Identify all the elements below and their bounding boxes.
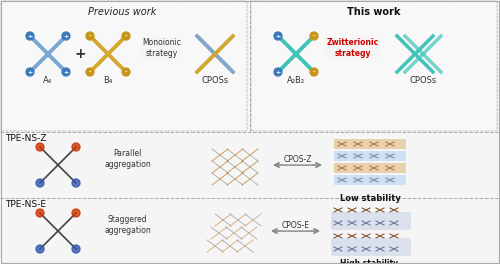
Circle shape <box>72 245 80 253</box>
Text: Monoionic
strategy: Monoionic strategy <box>142 38 181 58</box>
Text: TPE-NS-E: TPE-NS-E <box>5 200 46 209</box>
FancyBboxPatch shape <box>334 139 406 149</box>
Text: +: + <box>64 69 68 74</box>
Text: CPOSs: CPOSs <box>410 76 436 85</box>
Text: Low stability: Low stability <box>340 194 400 203</box>
Text: CPOS-E: CPOS-E <box>282 220 310 229</box>
Circle shape <box>72 209 80 217</box>
Text: This work: This work <box>347 7 401 17</box>
Text: A₂B₂: A₂B₂ <box>287 76 305 85</box>
Text: CPOS-Z: CPOS-Z <box>283 154 312 163</box>
FancyBboxPatch shape <box>251 1 497 131</box>
Text: -: - <box>88 69 92 74</box>
Circle shape <box>36 209 44 217</box>
Text: -: - <box>312 34 316 39</box>
Text: CPOSs: CPOSs <box>202 76 228 85</box>
Text: High stability,
flexible pores: High stability, flexible pores <box>340 259 400 264</box>
Circle shape <box>72 179 80 187</box>
Circle shape <box>274 68 282 76</box>
FancyBboxPatch shape <box>334 175 406 185</box>
Text: +: + <box>28 34 32 39</box>
Text: -: - <box>124 69 128 74</box>
Circle shape <box>62 68 70 76</box>
FancyBboxPatch shape <box>331 212 411 230</box>
Text: Staggered
aggregation: Staggered aggregation <box>104 215 151 235</box>
Text: B₄: B₄ <box>104 76 112 85</box>
Circle shape <box>274 32 282 40</box>
Circle shape <box>310 32 318 40</box>
FancyBboxPatch shape <box>1 1 247 131</box>
Text: TPE-NS-Z: TPE-NS-Z <box>5 134 46 143</box>
Circle shape <box>86 32 94 40</box>
Text: +: + <box>276 34 280 39</box>
Text: -: - <box>312 69 316 74</box>
FancyBboxPatch shape <box>331 238 411 256</box>
Text: A₄: A₄ <box>44 76 52 85</box>
Circle shape <box>122 32 130 40</box>
Circle shape <box>122 68 130 76</box>
Text: Zwitterionic
strategy: Zwitterionic strategy <box>327 38 379 58</box>
Circle shape <box>36 143 44 151</box>
Circle shape <box>26 32 34 40</box>
Text: +: + <box>74 47 86 61</box>
Circle shape <box>36 179 44 187</box>
FancyBboxPatch shape <box>334 163 406 173</box>
Text: +: + <box>64 34 68 39</box>
Text: +: + <box>276 69 280 74</box>
Text: -: - <box>88 34 92 39</box>
Circle shape <box>310 68 318 76</box>
Text: -: - <box>124 34 128 39</box>
Circle shape <box>62 32 70 40</box>
Text: +: + <box>28 69 32 74</box>
Circle shape <box>26 68 34 76</box>
Circle shape <box>86 68 94 76</box>
Circle shape <box>72 143 80 151</box>
Circle shape <box>36 245 44 253</box>
FancyBboxPatch shape <box>334 151 406 161</box>
Text: Previous work: Previous work <box>88 7 156 17</box>
Text: Parallel
aggregation: Parallel aggregation <box>104 149 151 169</box>
